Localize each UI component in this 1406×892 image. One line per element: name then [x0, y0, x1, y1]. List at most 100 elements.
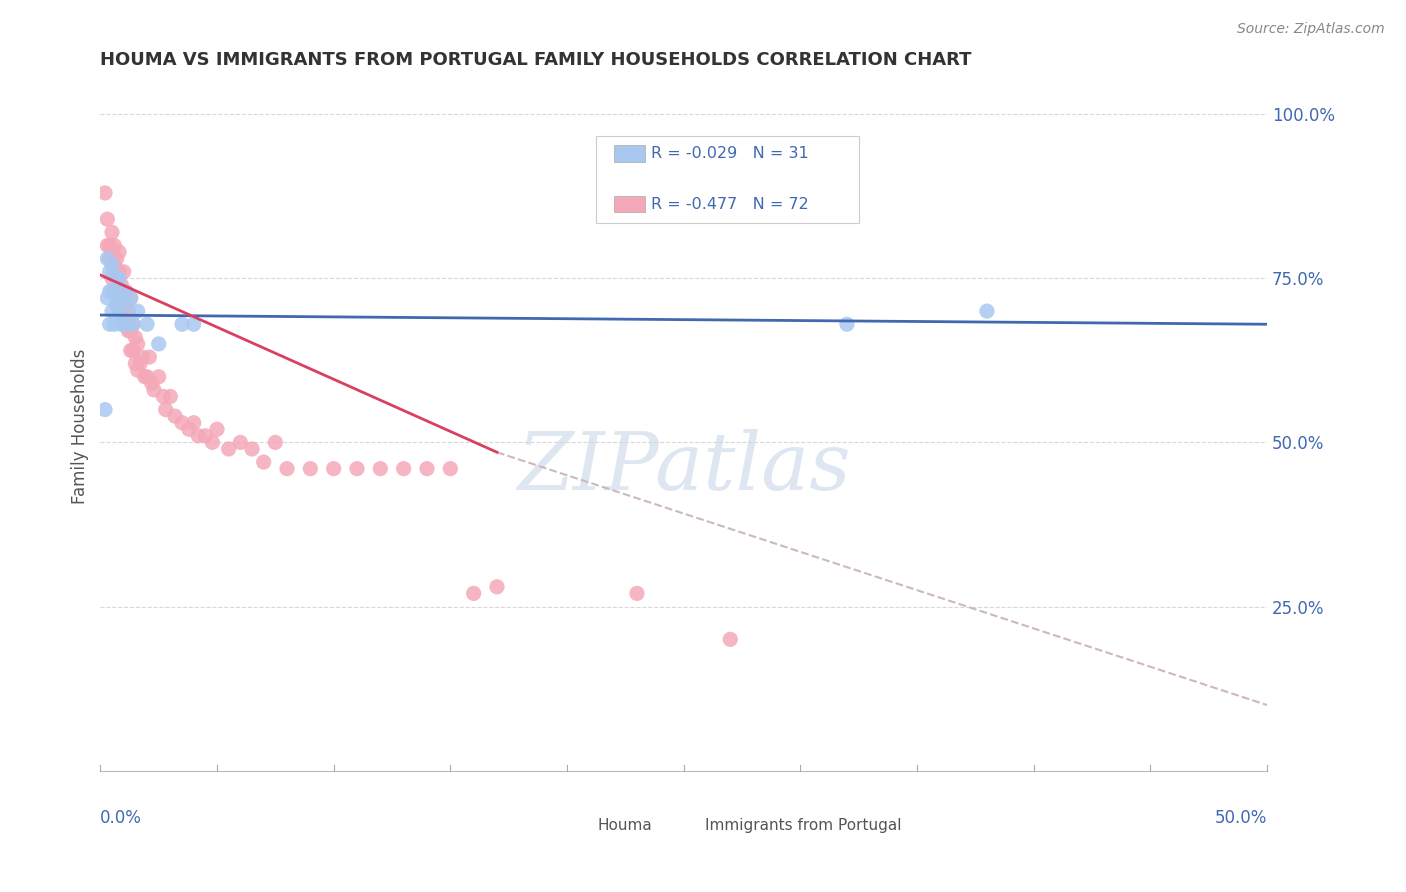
Point: [117, 317, 139, 331]
Point: [120, 291, 142, 305]
Point: [101, 304, 124, 318]
Point: [141, 376, 163, 391]
Text: Immigrants from Portugal: Immigrants from Portugal: [704, 818, 901, 832]
Point: [120, 291, 142, 305]
Point: [155, 402, 177, 417]
FancyBboxPatch shape: [565, 816, 591, 834]
Point: [112, 310, 135, 325]
Point: [138, 350, 160, 364]
Point: [103, 238, 125, 252]
Point: [101, 285, 124, 299]
Point: [105, 271, 128, 285]
Point: [108, 245, 131, 260]
Point: [94, 402, 117, 417]
Point: [392, 461, 415, 475]
Point: [163, 409, 186, 424]
FancyBboxPatch shape: [613, 195, 645, 212]
Text: ZIPatlas: ZIPatlas: [517, 428, 851, 506]
Point: [322, 461, 344, 475]
Point: [143, 383, 166, 397]
Point: [117, 324, 139, 338]
Point: [105, 271, 128, 285]
Point: [120, 324, 142, 338]
Point: [96, 238, 118, 252]
Point: [976, 304, 998, 318]
Point: [103, 317, 125, 331]
Point: [110, 304, 132, 318]
Point: [112, 285, 135, 299]
Text: Source: ZipAtlas.com: Source: ZipAtlas.com: [1237, 22, 1385, 37]
Point: [108, 265, 131, 279]
Text: Houma: Houma: [598, 818, 652, 832]
Point: [194, 429, 217, 443]
Point: [177, 422, 200, 436]
Point: [110, 317, 132, 331]
Point: [122, 317, 145, 331]
Point: [117, 304, 139, 318]
Point: [127, 363, 149, 377]
Point: [127, 304, 149, 318]
Point: [96, 291, 118, 305]
Point: [201, 435, 224, 450]
Point: [122, 317, 145, 331]
Point: [124, 330, 146, 344]
Text: 50.0%: 50.0%: [1215, 808, 1267, 827]
Point: [94, 186, 117, 200]
Point: [416, 461, 439, 475]
Point: [136, 369, 159, 384]
Point: [229, 435, 252, 450]
FancyBboxPatch shape: [613, 145, 645, 162]
Point: [159, 389, 181, 403]
Text: R = -0.477   N = 72: R = -0.477 N = 72: [651, 196, 808, 211]
Point: [463, 586, 485, 600]
Point: [105, 297, 128, 311]
Point: [101, 225, 124, 239]
Point: [98, 265, 121, 279]
Point: [122, 343, 145, 358]
Point: [115, 297, 138, 311]
Point: [98, 285, 121, 299]
Point: [96, 212, 118, 227]
Point: [98, 238, 121, 252]
Point: [108, 304, 131, 318]
Point: [183, 317, 205, 331]
Point: [110, 277, 132, 292]
Point: [115, 297, 138, 311]
Point: [129, 357, 152, 371]
Point: [148, 337, 170, 351]
Point: [98, 252, 121, 266]
Point: [112, 285, 135, 299]
FancyBboxPatch shape: [672, 816, 697, 834]
Point: [101, 245, 124, 260]
Point: [485, 580, 508, 594]
Point: [108, 271, 131, 285]
Point: [115, 285, 138, 299]
Point: [170, 317, 193, 331]
Point: [96, 252, 118, 266]
Point: [218, 442, 240, 456]
Point: [112, 317, 135, 331]
Point: [103, 285, 125, 299]
Point: [276, 461, 298, 475]
Point: [439, 461, 461, 475]
Point: [626, 586, 648, 600]
Text: HOUMA VS IMMIGRANTS FROM PORTUGAL FAMILY HOUSEHOLDS CORRELATION CHART: HOUMA VS IMMIGRANTS FROM PORTUGAL FAMILY…: [100, 51, 972, 69]
Point: [101, 271, 124, 285]
Point: [170, 416, 193, 430]
Point: [112, 265, 135, 279]
Point: [346, 461, 368, 475]
Point: [718, 632, 741, 647]
Point: [108, 291, 131, 305]
Point: [110, 291, 132, 305]
Point: [131, 350, 153, 364]
Point: [152, 389, 174, 403]
Y-axis label: Family Households: Family Households: [72, 348, 89, 504]
Point: [105, 252, 128, 266]
Point: [205, 422, 228, 436]
Point: [134, 369, 156, 384]
Point: [103, 258, 125, 272]
Point: [108, 291, 131, 305]
Point: [101, 258, 124, 272]
Point: [183, 416, 205, 430]
Point: [120, 343, 142, 358]
